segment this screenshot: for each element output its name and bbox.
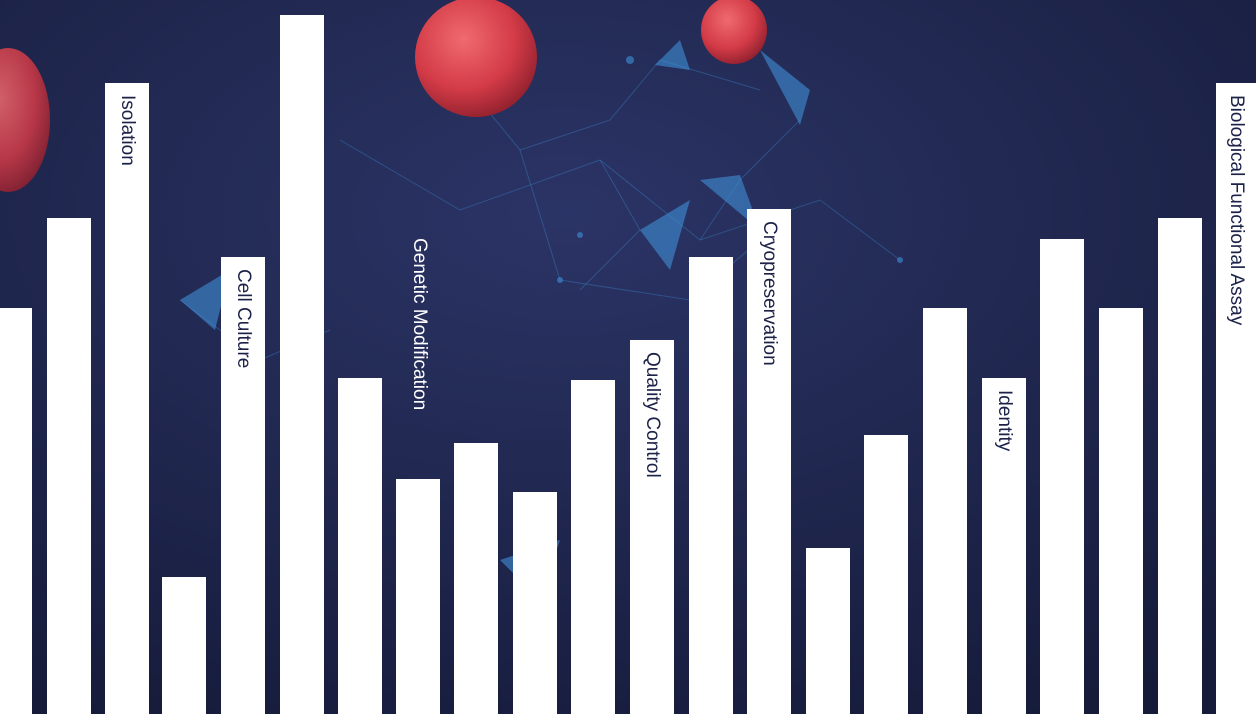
bar-quality-control: Quality Control	[630, 340, 674, 714]
bar-15	[806, 548, 850, 714]
isolation-label: Isolation	[117, 95, 138, 166]
bar-9	[454, 443, 498, 714]
bar-11	[571, 380, 615, 714]
bar-2	[47, 218, 91, 714]
bar-1	[0, 308, 32, 714]
cell-culture-label: Cell Culture	[233, 269, 254, 369]
quality-control-label: Quality Control	[642, 352, 663, 478]
bar-6	[280, 15, 324, 714]
bar-16	[864, 435, 908, 714]
bar-cryopreservation: Cryopreservation	[747, 209, 791, 714]
bar-isolation: Isolation	[105, 83, 149, 714]
bar-identity: Identity	[982, 378, 1026, 714]
bar-21	[1158, 218, 1202, 714]
bar-7	[338, 378, 382, 714]
bar-biological-functional-assay: Biological Functional Assay	[1216, 83, 1256, 714]
biological-functional-assay-label: Biological Functional Assay	[1226, 95, 1247, 326]
bar-cell-culture: Cell Culture	[221, 257, 265, 714]
bar-4	[162, 577, 206, 714]
cryopreservation-label: Cryopreservation	[759, 221, 780, 366]
bar-13	[689, 257, 733, 714]
bar-17	[923, 308, 967, 714]
genetic-modification-label: Genetic Modification	[409, 238, 430, 411]
identity-label: Identity	[994, 390, 1015, 452]
bar-8	[396, 479, 440, 714]
bar-10	[513, 492, 557, 714]
bar-20	[1099, 308, 1143, 714]
bar-19	[1040, 239, 1084, 714]
